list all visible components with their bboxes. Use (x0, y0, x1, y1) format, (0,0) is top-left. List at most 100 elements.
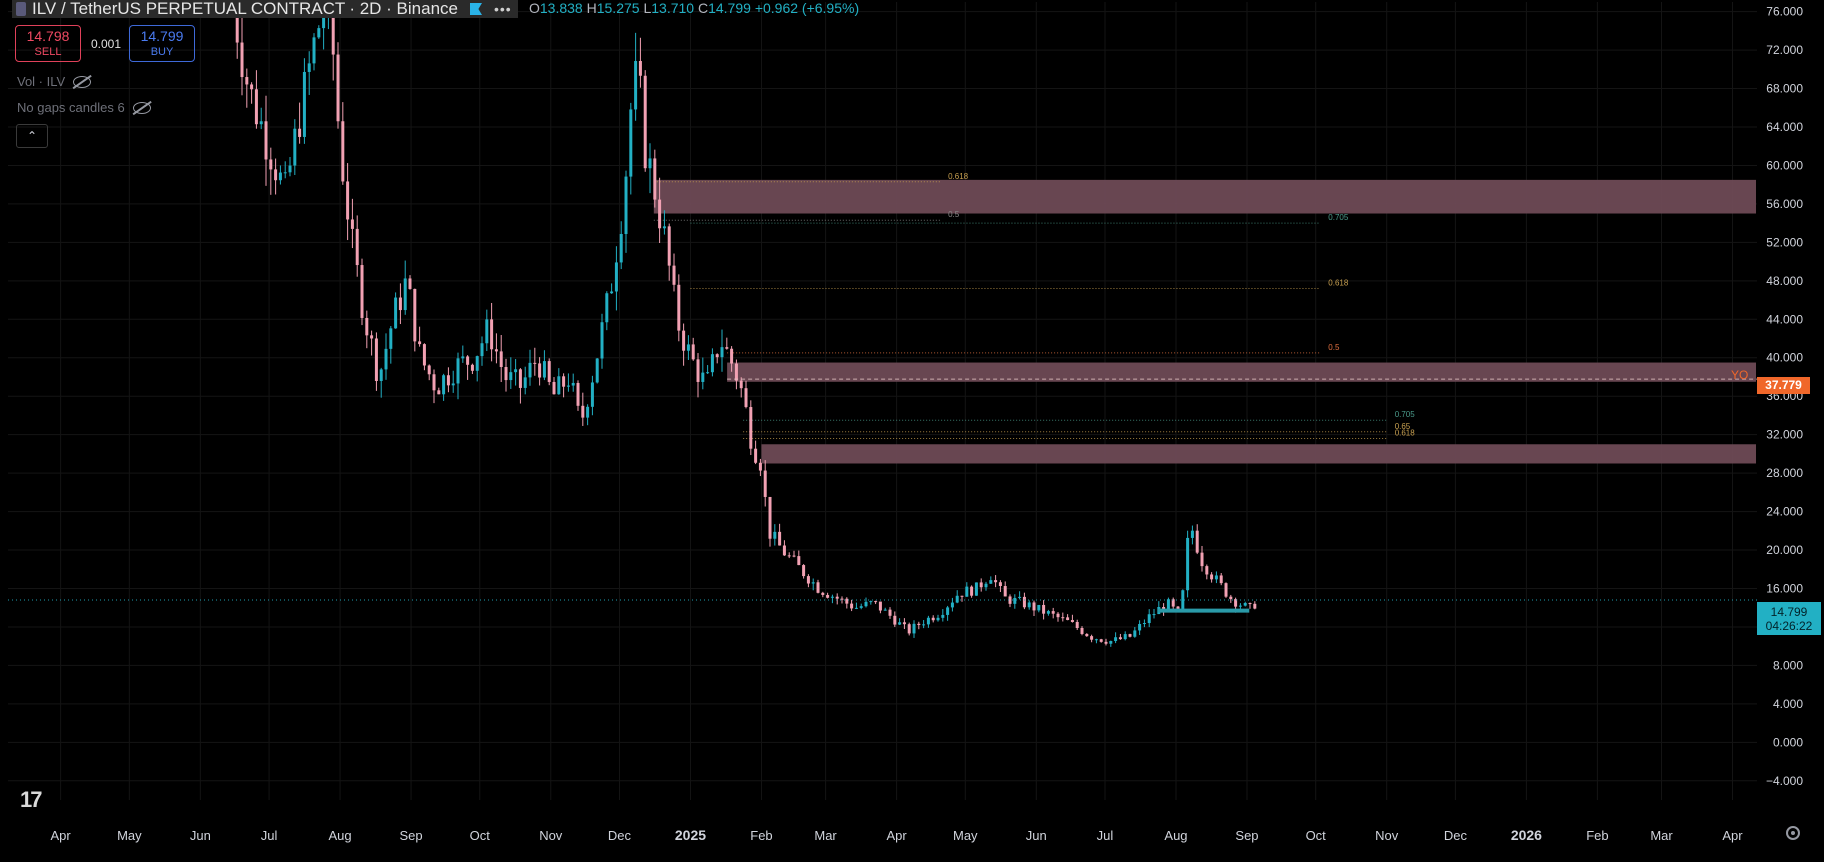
candle-body (960, 595, 964, 597)
candle-body (614, 262, 618, 292)
candle-body (442, 375, 446, 395)
sell-button[interactable]: 14.798 SELL (15, 25, 81, 62)
candle-body (1243, 603, 1247, 606)
candle-body (1037, 604, 1041, 611)
price-tick-label: 56.000 (1766, 197, 1803, 211)
candle-body (336, 54, 340, 122)
candle-body (379, 369, 383, 381)
candle-body (970, 586, 974, 596)
indicator-no-gaps[interactable]: No gaps candles 6 (17, 100, 151, 115)
flag-icon[interactable] (470, 3, 482, 15)
time-tick-label: May (117, 828, 142, 843)
candle-body (701, 372, 705, 382)
candle-body (504, 367, 508, 381)
candle-body (1080, 627, 1084, 634)
candle-body (950, 602, 954, 608)
candle-body (499, 351, 503, 368)
time-tick-label: Mar (1650, 828, 1673, 843)
time-tick-label: Apr (1722, 828, 1743, 843)
last-price: 14.799 (1770, 605, 1808, 619)
ohlc-readout: O13.838 H15.275 L13.710 C14.799 +0.962 (… (529, 0, 860, 16)
candle-body (710, 354, 714, 373)
collapse-indicators-button[interactable]: ⌃ (16, 124, 48, 148)
candle-body (821, 592, 825, 595)
time-tick-label: Nov (539, 828, 563, 843)
candle-body (413, 288, 417, 342)
candle-body (552, 381, 556, 395)
price-tick-label: 24.000 (1766, 505, 1803, 519)
time-tick-label: Apr (51, 828, 72, 843)
order-quantity[interactable]: 0.001 (91, 37, 122, 51)
fib-label: 0.65 (1395, 422, 1411, 431)
candle-body (744, 388, 748, 408)
candle-body (806, 576, 810, 584)
chart-grid (8, 2, 1757, 800)
candle-body (662, 226, 666, 229)
candle-body (509, 372, 513, 381)
candle-body (1234, 599, 1238, 607)
candle-body (1066, 617, 1070, 621)
candle-body (989, 580, 993, 584)
candle-body (672, 265, 676, 285)
fib-label: 0.705 (1328, 213, 1349, 222)
time-tick-label: Feb (1586, 828, 1608, 843)
candle-body (374, 338, 378, 381)
candle-body (346, 181, 350, 220)
price-tick-label: 72.000 (1766, 43, 1803, 57)
time-tick-label: Dec (1444, 828, 1468, 843)
candle-body (845, 598, 849, 604)
candle-body (1152, 614, 1156, 616)
time-tick-label: Oct (1306, 828, 1327, 843)
candle-body (787, 555, 791, 557)
price-tick-label: −4.000 (1766, 774, 1803, 788)
candle-body (595, 358, 599, 383)
time-tick-label: Aug (328, 828, 351, 843)
candle-body (403, 278, 407, 311)
candle-body (350, 219, 354, 229)
candle-body (946, 607, 950, 615)
eye-off-icon[interactable] (73, 75, 92, 88)
candle-body (893, 615, 897, 625)
time-tick-label: 2025 (675, 827, 706, 843)
candle-body (398, 297, 402, 311)
candle-body (1061, 617, 1065, 619)
candle-body (235, 2, 239, 43)
candle-body (758, 462, 762, 471)
candle-body (427, 365, 431, 375)
candle-body (792, 555, 796, 557)
candle-body (518, 369, 522, 388)
candle-body (850, 603, 854, 609)
indicator-volume[interactable]: Vol · ILV (17, 74, 92, 89)
candle-body (1090, 636, 1094, 640)
time-tick-label: Aug (1164, 828, 1187, 843)
candle-body (768, 496, 772, 539)
fib-label: 0.705 (1395, 410, 1416, 419)
candle-body (1075, 621, 1079, 628)
candle-body (629, 109, 633, 177)
time-tick-label: May (953, 828, 978, 843)
candle-body (782, 545, 786, 556)
symbol-header[interactable]: ILV / TetherUS PERPETUAL CONTRACT · 2D ·… (12, 0, 518, 18)
candle-body (370, 335, 374, 339)
candle-body (826, 594, 830, 598)
gear-icon[interactable] (1786, 826, 1800, 840)
more-icon[interactable]: ••• (494, 1, 512, 17)
candle-body (802, 565, 806, 577)
candle-body (907, 624, 911, 634)
eye-off-icon[interactable] (132, 101, 151, 114)
candle-body (869, 601, 873, 603)
last-price-tag: 14.799 04:26:22 (1757, 602, 1821, 635)
candle-body (902, 622, 906, 625)
candle-body (389, 328, 393, 349)
candle-body (1248, 603, 1252, 605)
candle-body (456, 358, 460, 384)
candle-body (994, 580, 998, 583)
candle-body (720, 347, 724, 358)
candle-body (533, 362, 537, 364)
buy-button[interactable]: 14.799 BUY (129, 25, 195, 62)
candle-body (437, 390, 441, 395)
sell-price: 14.798 (26, 28, 70, 44)
candle-body (979, 582, 983, 588)
candle-body (605, 293, 609, 323)
